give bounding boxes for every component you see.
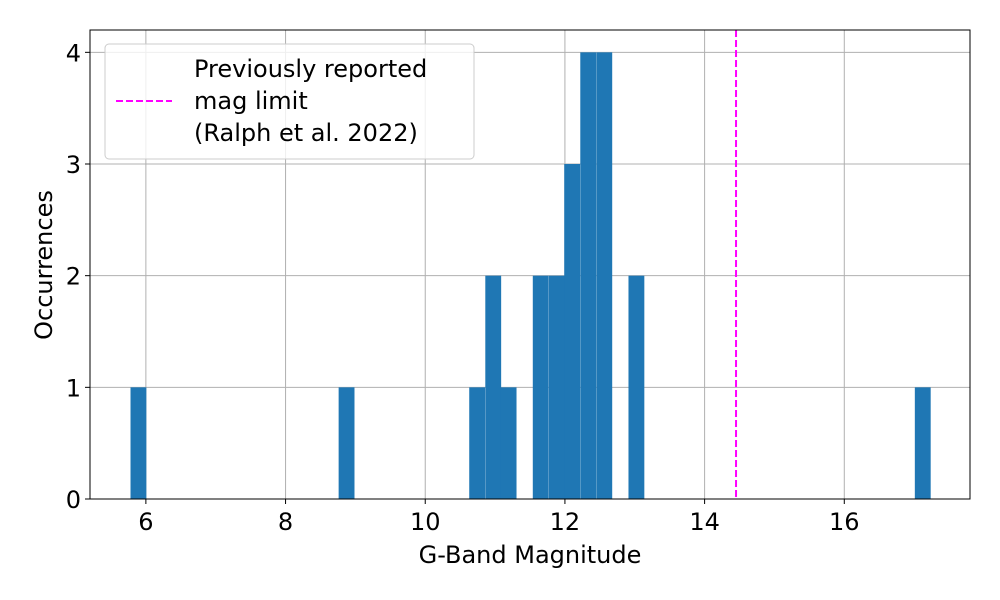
y-tick-label: 2 — [66, 263, 81, 291]
y-axis-label: Occurrences — [30, 190, 58, 340]
x-tick-label: 10 — [410, 508, 441, 536]
histogram-bar — [130, 387, 147, 499]
histogram-bar — [548, 275, 565, 499]
histogram-bar — [532, 275, 549, 499]
histogram-bar — [469, 387, 486, 499]
legend: Previously reported mag limit (Ralph et … — [104, 43, 475, 160]
y-tick-label: 3 — [66, 151, 81, 179]
plot-frame — [89, 29, 971, 500]
histogram-bar — [485, 275, 502, 499]
histogram-bars — [130, 52, 931, 499]
y-tick-label: 4 — [66, 39, 81, 67]
x-axis-label: G-Band Magnitude — [419, 541, 642, 569]
histogram-bar — [338, 387, 355, 499]
y-tick-label: 1 — [66, 374, 81, 402]
x-tick-label: 8 — [278, 508, 293, 536]
legend-label-line-3: (Ralph et al. 2022) — [194, 119, 418, 147]
legend-box — [104, 43, 475, 160]
legend-label-line-2: mag limit — [194, 87, 308, 115]
histogram-bar — [914, 387, 931, 499]
histogram-bar — [580, 52, 597, 499]
x-tick-label: 6 — [138, 508, 153, 536]
x-tick-label: 16 — [829, 508, 860, 536]
histogram-bar — [564, 164, 581, 499]
histogram-bar — [628, 275, 645, 499]
legend-label-line-1: Previously reported — [194, 55, 427, 83]
x-tick-label: 14 — [689, 508, 720, 536]
histogram-bar — [596, 52, 613, 499]
y-tick-label: 0 — [66, 486, 81, 514]
x-tick-label: 12 — [550, 508, 581, 536]
histogram-bar — [500, 387, 517, 499]
